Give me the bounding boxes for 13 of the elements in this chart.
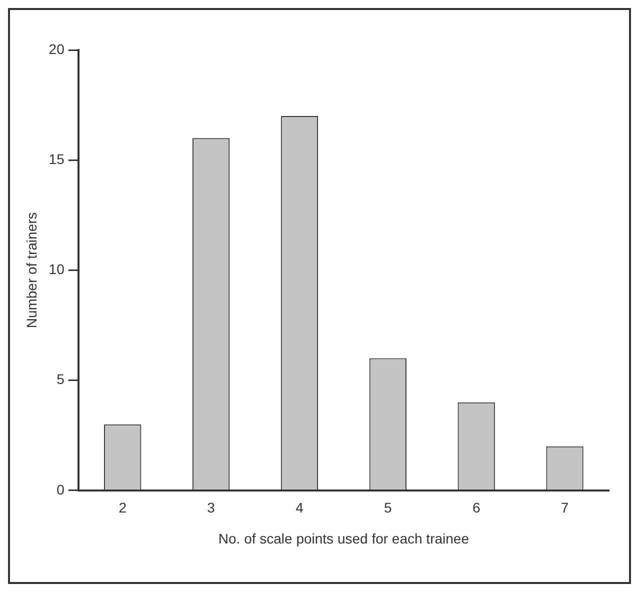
x-tick-label: 6 bbox=[472, 500, 480, 516]
x-tick-label: 4 bbox=[296, 500, 304, 516]
x-tick-label: 5 bbox=[384, 500, 392, 516]
y-tick-label: 20 bbox=[48, 40, 65, 57]
x-tick-label: 2 bbox=[118, 500, 127, 516]
x-axis-title: No. of scale points used for each trainee bbox=[218, 530, 470, 546]
y-tick-label: 0 bbox=[56, 481, 65, 498]
y-tick-label: 15 bbox=[48, 150, 65, 167]
y-axis-title: Number of trainers bbox=[23, 212, 40, 328]
x-tick-label: 7 bbox=[560, 500, 569, 516]
y-tick-label: 5 bbox=[56, 371, 65, 388]
y-tick-label: 10 bbox=[48, 261, 65, 278]
x-tick-label: 3 bbox=[207, 500, 216, 516]
